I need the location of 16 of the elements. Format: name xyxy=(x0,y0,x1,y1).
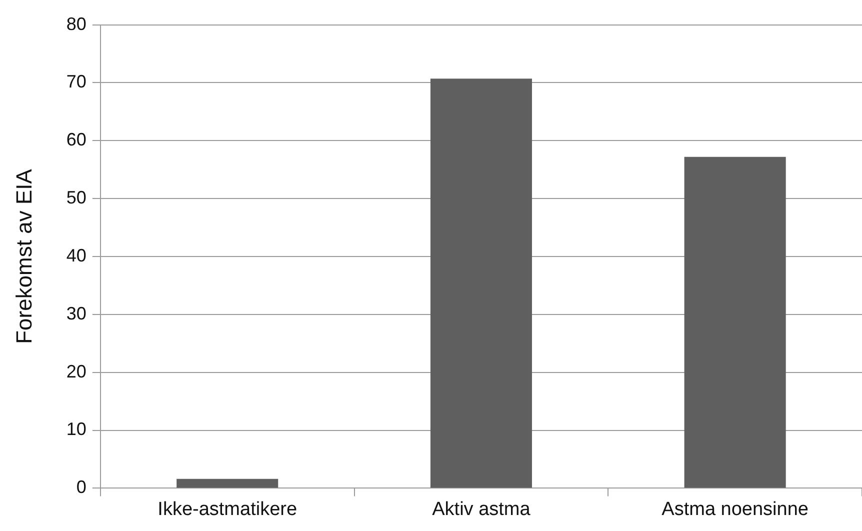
y-tick-label: 10 xyxy=(66,419,86,440)
y-tick-label: 30 xyxy=(66,303,86,324)
y-tick-label: 40 xyxy=(66,245,86,266)
x-tick-label: Astma noensinne xyxy=(662,498,808,520)
y-tick-label: 70 xyxy=(66,72,86,92)
y-tick-label: 0 xyxy=(76,477,86,498)
bar xyxy=(176,478,278,488)
x-tick-label: Ikke-astmatikere xyxy=(158,498,298,520)
bar xyxy=(684,156,786,488)
y-axis-title: Forekomst av EIA xyxy=(11,168,36,344)
y-tick-label: 80 xyxy=(66,14,86,34)
y-tick-label: 20 xyxy=(66,361,86,382)
x-tick-label: Aktiv astma xyxy=(432,498,531,520)
y-tick-label: 50 xyxy=(66,188,86,208)
bar xyxy=(430,78,532,488)
y-tick-label: 60 xyxy=(66,130,86,150)
